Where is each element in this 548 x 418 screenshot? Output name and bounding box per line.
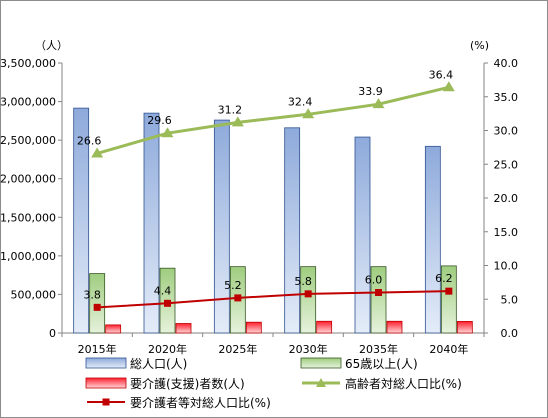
bar [370, 266, 387, 334]
right-tick-label: 35.0 [494, 91, 519, 104]
bar [143, 112, 160, 334]
right-tick-label: 15.0 [494, 226, 519, 239]
data-label: 6.2 [435, 272, 453, 285]
bar [105, 324, 122, 334]
bar [316, 320, 333, 334]
triangle-marker [442, 81, 455, 92]
bar [300, 266, 317, 334]
x-tick-label: 2015年 [78, 342, 117, 356]
square-marker [164, 299, 171, 307]
legend-marker [102, 398, 110, 406]
bar [175, 323, 192, 334]
legend-swatch [85, 357, 127, 369]
data-label: 6.0 [365, 274, 383, 287]
left-tick-label: 500,000 [11, 288, 57, 301]
data-label: 5.2 [224, 279, 242, 292]
legend-swatch [300, 357, 342, 369]
x-tick-label: 2030年 [289, 342, 328, 356]
right-axis-unit: (%) [470, 39, 489, 52]
bar [354, 136, 371, 334]
bar [73, 107, 90, 334]
bar [456, 321, 473, 334]
data-label: 4.4 [154, 284, 172, 297]
legend-label: 65歳以上(人) [345, 357, 418, 371]
bar [284, 127, 301, 334]
legend-label: 総人口(人) [130, 357, 187, 371]
right-tick-label: 20.0 [494, 192, 519, 205]
bar [440, 265, 457, 334]
right-tick-label: 0.0 [501, 327, 519, 340]
data-label: 3.8 [83, 288, 101, 301]
triangle-marker [231, 116, 244, 127]
right-tick-label: 30.0 [494, 125, 519, 138]
data-label: 36.4 [429, 68, 454, 81]
series-line [96, 85, 450, 155]
left-tick-label: 2,500,000 [0, 134, 56, 147]
data-label: 5.8 [294, 275, 312, 288]
triangle-marker [302, 108, 315, 119]
x-tick-label: 2020年 [148, 342, 187, 356]
left-tick-label: 3,500,000 [0, 57, 56, 70]
x-tick-label: 2040年 [429, 342, 468, 356]
square-marker [304, 290, 312, 298]
right-tick-label: 10.0 [494, 260, 519, 273]
right-tick-label: 5.0 [501, 293, 519, 306]
triangle-marker [372, 98, 385, 109]
square-marker [445, 287, 453, 295]
series-line [97, 290, 449, 309]
triangle-marker [91, 147, 104, 158]
left-tick-label: 2,000,000 [0, 173, 56, 186]
legend-swatch [85, 377, 127, 389]
right-tick-label: 25.0 [494, 158, 519, 171]
square-marker [375, 289, 382, 296]
data-label: 31.2 [218, 103, 243, 116]
legend-label: 高齢者対総人口比(%) [345, 376, 462, 391]
triangle-marker [161, 127, 174, 138]
bar [386, 320, 403, 334]
right-tick-label: 40.0 [494, 57, 519, 70]
data-label: 33.9 [358, 85, 383, 98]
square-marker [93, 303, 101, 311]
bar [424, 145, 441, 334]
bar [89, 273, 106, 334]
left-axis-unit: （人） [35, 39, 68, 52]
lines: 26.6 29.6 31.2 32.4 33.9 36.4 3.8 4.4 5.2 5.8 6.0 6… [77, 68, 455, 311]
left-tick-label: 3,000,000 [0, 96, 56, 109]
axes: 0 500,000 1,000,000 1,500,000 2,000,000 2,500… [0, 57, 518, 356]
data-label: 26.6 [77, 134, 102, 147]
data-label: 32.4 [288, 95, 313, 108]
left-tick-label: 1,000,000 [0, 250, 56, 263]
x-tick-label: 2035年 [359, 342, 398, 356]
legend-label: 要介護者等対総人口比(%) [130, 395, 271, 410]
left-tick-label: 0 [49, 327, 56, 340]
legend: 総人口(人) 65歳以上(人) 要介護(支援)者数(人) 高齢者対総人口比(%) 要介護… [85, 357, 462, 410]
legend-label: 要介護(支援)者数(人) [130, 376, 245, 391]
data-label: 29.6 [147, 114, 172, 127]
bars [73, 107, 473, 334]
bar [245, 321, 262, 334]
bar [213, 119, 230, 334]
left-tick-label: 1,500,000 [0, 211, 56, 224]
square-marker [234, 294, 242, 302]
x-tick-label: 2025年 [218, 342, 257, 356]
legend-marker [316, 378, 326, 387]
